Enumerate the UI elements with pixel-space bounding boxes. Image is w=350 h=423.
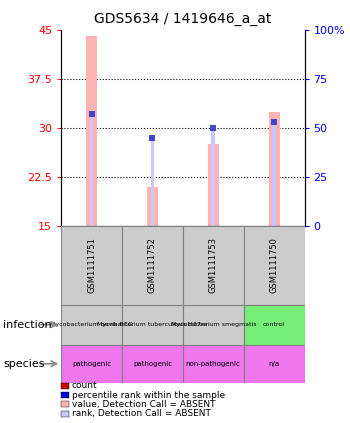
Text: value, Detection Call = ABSENT: value, Detection Call = ABSENT (72, 400, 215, 409)
Bar (244, 226, 304, 305)
Bar (208, 144, 219, 226)
Bar (183, 305, 244, 345)
Bar (268, 112, 280, 226)
Bar (272, 122, 276, 226)
Text: non-pathogenic: non-pathogenic (186, 361, 241, 367)
Text: infection: infection (4, 320, 52, 330)
Bar (211, 128, 215, 226)
Bar (183, 345, 244, 383)
Bar (86, 36, 97, 226)
Text: pathogenic: pathogenic (133, 361, 172, 367)
Text: rank, Detection Call = ABSENT: rank, Detection Call = ABSENT (72, 409, 211, 418)
Bar (150, 138, 154, 226)
Text: count: count (72, 381, 97, 390)
Bar (61, 305, 122, 345)
Text: Mycobacterium smegmatis: Mycobacterium smegmatis (170, 322, 256, 327)
Bar (61, 345, 122, 383)
Text: Mycobacterium tuberculosis H37ra: Mycobacterium tuberculosis H37ra (97, 322, 208, 327)
Text: n/a: n/a (268, 361, 280, 367)
Bar (244, 345, 304, 383)
Text: GSM1111753: GSM1111753 (209, 237, 218, 294)
Text: percentile rank within the sample: percentile rank within the sample (72, 390, 225, 400)
Text: pathogenic: pathogenic (72, 361, 111, 367)
Title: GDS5634 / 1419646_a_at: GDS5634 / 1419646_a_at (94, 12, 272, 26)
Bar (183, 226, 244, 305)
Bar (122, 305, 183, 345)
Bar (61, 226, 122, 305)
Bar (147, 187, 158, 226)
Text: control: control (263, 322, 285, 327)
Bar (122, 226, 183, 305)
Text: GSM1111752: GSM1111752 (148, 237, 157, 294)
Text: GSM1111751: GSM1111751 (87, 237, 96, 294)
Bar (122, 345, 183, 383)
Bar (244, 305, 304, 345)
Text: Mycobacterium bovis BCG: Mycobacterium bovis BCG (50, 322, 133, 327)
Text: species: species (4, 359, 45, 369)
Bar (90, 114, 93, 226)
Text: GSM1111750: GSM1111750 (270, 237, 279, 294)
